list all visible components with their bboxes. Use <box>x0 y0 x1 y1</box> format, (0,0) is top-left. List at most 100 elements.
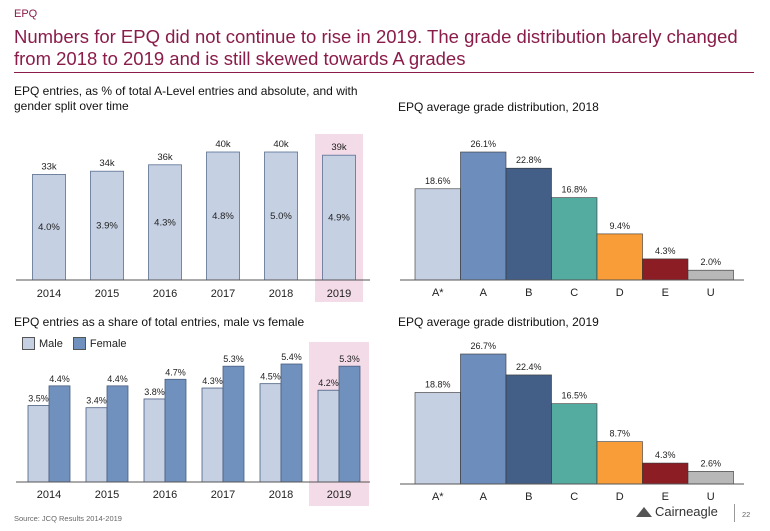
entries-value-label: 40k <box>215 139 231 150</box>
x-tick-label: 2015 <box>95 489 119 501</box>
entries-value-label: 39k <box>331 142 347 153</box>
grade-bar <box>505 374 552 485</box>
x-tick-label: 2017 <box>211 489 235 501</box>
entries-value-label: 40k <box>273 139 289 150</box>
x-tick-label: 2019 <box>327 288 351 300</box>
page-headline: Numbers for EPQ did not continue to rise… <box>14 26 738 69</box>
female-bar <box>338 365 361 483</box>
female-bar <box>222 365 245 483</box>
share-inner-label: 4.9% <box>328 213 350 224</box>
female-value-label: 4.7% <box>165 367 186 377</box>
grade-value-label: 16.8% <box>561 185 587 195</box>
share-inner-label: 4.3% <box>154 217 176 228</box>
source-note: Source: JCQ Results 2014-2019 <box>14 514 122 523</box>
grade-value-label: 8.7% <box>609 429 630 439</box>
share-inner-label: 4.8% <box>212 211 234 222</box>
page-number: 22 <box>742 510 751 519</box>
grade-bar <box>687 471 734 485</box>
legend-label-female: Female <box>89 337 127 350</box>
x-tick-label: A* <box>432 287 444 299</box>
female-value-label: 4.4% <box>107 374 128 384</box>
company-logo: Cairneagle <box>636 504 718 519</box>
chart-gender: 3.5%4.4%20143.4%4.4%20153.8%4.7%20164.3%… <box>16 342 370 506</box>
male-bar <box>317 389 340 483</box>
entries-bar <box>90 170 124 281</box>
female-bar <box>164 378 187 483</box>
chart-entries-title: EPQ entries, as % of total A-Level entri… <box>14 84 358 113</box>
male-bar <box>259 383 282 483</box>
male-bar <box>143 398 166 483</box>
grade-bar <box>551 197 598 281</box>
x-tick-label: 2014 <box>37 288 61 300</box>
male-bar <box>27 405 50 483</box>
x-tick-label: A <box>480 287 488 299</box>
grade-value-label: 26.1% <box>470 139 496 149</box>
legend-swatch-female <box>72 337 86 350</box>
grade-value-label: 4.3% <box>655 246 676 256</box>
grade-value-label: 22.4% <box>516 362 542 372</box>
legend-swatch-male <box>22 337 35 350</box>
x-tick-label: D <box>616 491 624 503</box>
share-inner-label: 3.9% <box>96 221 118 232</box>
male-value-label: 4.3% <box>202 376 223 386</box>
grade-value-label: 4.3% <box>655 450 676 460</box>
x-tick-label: 2014 <box>37 489 61 501</box>
grade-value-label: 18.6% <box>425 176 451 186</box>
grade-value-label: 2.6% <box>700 458 721 468</box>
chart-grades-2018-title: EPQ average grade distribution, 2018 <box>398 100 599 114</box>
female-bar <box>106 385 129 483</box>
headline-divider <box>14 72 754 73</box>
grade-value-label: 16.5% <box>561 391 587 401</box>
male-value-label: 3.8% <box>144 387 165 397</box>
female-value-label: 5.3% <box>339 354 360 364</box>
male-value-label: 3.5% <box>28 394 49 404</box>
x-tick-label: 2018 <box>269 288 293 300</box>
female-value-label: 5.4% <box>281 352 302 362</box>
male-value-label: 4.2% <box>318 378 339 388</box>
grade-bar <box>596 233 643 281</box>
male-value-label: 3.4% <box>86 396 107 406</box>
entries-bar <box>206 151 240 281</box>
female-bar <box>280 363 303 483</box>
chart-grades-2018: 18.6% A* 26.1% A 22.8% B 16.8% C 9.4% D 4.3% E 2.0% U <box>400 139 744 299</box>
share-inner-label: 5.0% <box>270 211 292 222</box>
x-tick-label: E <box>662 491 669 503</box>
female-value-label: 4.4% <box>49 374 70 384</box>
female-value-label: 5.3% <box>223 354 244 364</box>
entries-value-label: 36k <box>157 152 173 163</box>
male-value-label: 4.5% <box>260 372 281 382</box>
chart-gender-title: EPQ entries as a share of total entries,… <box>14 315 305 329</box>
mountain-logo-icon <box>636 506 652 517</box>
grade-bar <box>505 167 552 281</box>
entries-bar <box>148 164 182 281</box>
x-tick-label: B <box>525 491 532 503</box>
x-tick-label: C <box>570 287 578 299</box>
male-bar <box>85 407 108 483</box>
grade-bar <box>687 269 734 281</box>
grade-bar <box>642 462 689 485</box>
x-tick-label: 2015 <box>95 288 119 300</box>
male-bar <box>201 387 224 483</box>
x-tick-label: U <box>707 491 715 503</box>
grade-bar <box>414 188 461 281</box>
chart-grades-2019-title: EPQ average grade distribution, 2019 <box>398 315 599 329</box>
x-tick-label: A <box>480 491 488 503</box>
grade-value-label: 18.8% <box>425 379 451 389</box>
footer-divider <box>734 504 735 522</box>
grade-value-label: 2.0% <box>700 257 721 267</box>
chart-entries: 33k 4.0% 2014 34k 3.9% 2015 36k 4.3% 2016 40k 4.8%… <box>16 134 370 302</box>
x-tick-label: D <box>616 287 624 299</box>
x-tick-label: C <box>570 491 578 503</box>
grade-bar <box>551 403 598 485</box>
grade-bar <box>642 258 689 281</box>
female-bar <box>48 385 71 483</box>
share-inner-label: 4.0% <box>38 222 60 233</box>
entries-bar <box>32 174 66 281</box>
grade-value-label: 9.4% <box>609 221 630 231</box>
logo-text: Cairneagle <box>655 504 718 519</box>
legend-label-male: Male <box>39 337 63 350</box>
grade-bar <box>414 392 461 485</box>
x-tick-label: E <box>662 287 669 299</box>
grade-value-label: 26.7% <box>470 341 496 351</box>
grade-bar <box>460 151 507 281</box>
